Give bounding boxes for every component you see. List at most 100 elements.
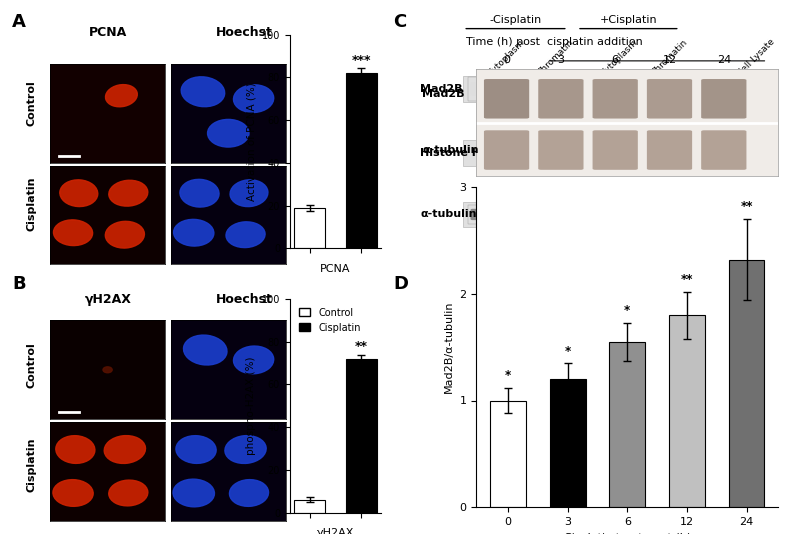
Text: 6: 6: [611, 55, 619, 65]
Bar: [294, 208, 325, 248]
Text: Time (h) post  cisplatin addition: Time (h) post cisplatin addition: [466, 37, 643, 46]
Bar: [346, 73, 377, 248]
FancyBboxPatch shape: [463, 140, 569, 166]
FancyBboxPatch shape: [468, 205, 503, 224]
Ellipse shape: [109, 180, 148, 206]
FancyBboxPatch shape: [689, 202, 754, 227]
Ellipse shape: [230, 180, 268, 207]
FancyBboxPatch shape: [703, 82, 734, 96]
FancyBboxPatch shape: [521, 145, 551, 161]
Text: ***: ***: [352, 53, 371, 67]
Text: Mad2B: Mad2B: [420, 84, 463, 94]
Text: Chromatin: Chromatin: [536, 37, 576, 77]
Ellipse shape: [233, 85, 274, 113]
FancyBboxPatch shape: [703, 145, 734, 161]
Text: 24: 24: [717, 55, 731, 65]
FancyBboxPatch shape: [631, 138, 667, 168]
FancyBboxPatch shape: [647, 79, 692, 119]
Bar: [490, 400, 526, 507]
FancyBboxPatch shape: [538, 79, 584, 119]
Text: **: **: [355, 340, 368, 354]
Ellipse shape: [56, 436, 95, 464]
Text: α-tubulin: α-tubulin: [422, 145, 479, 154]
FancyBboxPatch shape: [634, 145, 665, 161]
Text: -Cisplatin: -Cisplatin: [489, 15, 542, 25]
X-axis label: γH2AX: γH2AX: [317, 528, 354, 534]
FancyBboxPatch shape: [701, 77, 737, 101]
Text: *: *: [624, 304, 630, 317]
FancyBboxPatch shape: [575, 76, 685, 101]
Bar: [346, 359, 377, 513]
FancyBboxPatch shape: [689, 76, 754, 101]
Text: Mad2B: Mad2B: [422, 89, 464, 99]
Ellipse shape: [60, 180, 98, 207]
FancyBboxPatch shape: [484, 130, 529, 170]
FancyBboxPatch shape: [703, 209, 734, 220]
Y-axis label: phospho-H2AX (%): phospho-H2AX (%): [246, 357, 256, 455]
Text: Chromatin: Chromatin: [649, 37, 689, 77]
Ellipse shape: [229, 480, 268, 506]
Text: 12: 12: [662, 55, 676, 65]
Ellipse shape: [106, 84, 137, 107]
Text: A: A: [12, 13, 25, 31]
Ellipse shape: [233, 346, 274, 374]
Text: Total Cell Lysate: Total Cell Lysate: [719, 37, 777, 96]
FancyBboxPatch shape: [471, 209, 501, 220]
Text: B: B: [12, 274, 25, 293]
FancyBboxPatch shape: [592, 79, 638, 119]
Text: **: **: [740, 200, 753, 214]
FancyBboxPatch shape: [582, 77, 617, 101]
Bar: [729, 260, 765, 507]
Text: Hoechst: Hoechst: [216, 26, 273, 38]
X-axis label: PCNA: PCNA: [320, 264, 351, 273]
FancyBboxPatch shape: [634, 82, 665, 96]
FancyBboxPatch shape: [701, 130, 746, 170]
Text: Control: Control: [27, 81, 37, 126]
Bar: [669, 315, 705, 507]
FancyBboxPatch shape: [592, 130, 638, 170]
Text: Cisplatin: Cisplatin: [27, 438, 37, 492]
Text: Cisplatin: Cisplatin: [27, 176, 37, 231]
Text: γH2AX: γH2AX: [84, 293, 132, 305]
FancyBboxPatch shape: [463, 76, 569, 101]
Ellipse shape: [176, 436, 216, 464]
Ellipse shape: [207, 120, 249, 147]
X-axis label: Cisplatin treatment (h): Cisplatin treatment (h): [564, 532, 691, 534]
Ellipse shape: [180, 179, 219, 207]
Text: 3: 3: [557, 55, 565, 65]
Ellipse shape: [106, 221, 145, 248]
FancyBboxPatch shape: [463, 202, 569, 227]
Y-axis label: Activation of PCNA (%): Activation of PCNA (%): [246, 82, 256, 201]
FancyBboxPatch shape: [647, 130, 692, 170]
FancyBboxPatch shape: [689, 140, 754, 166]
Text: α-tubulin: α-tubulin: [420, 209, 477, 219]
Ellipse shape: [174, 219, 214, 246]
Text: 0: 0: [503, 55, 510, 65]
Ellipse shape: [109, 480, 148, 506]
Legend: Control, Cisplatin: Control, Cisplatin: [295, 304, 364, 336]
Ellipse shape: [226, 222, 265, 248]
Text: *: *: [505, 369, 511, 382]
FancyBboxPatch shape: [584, 82, 615, 96]
FancyBboxPatch shape: [701, 138, 737, 168]
Ellipse shape: [181, 77, 225, 107]
Ellipse shape: [104, 436, 145, 464]
Text: C: C: [393, 13, 407, 31]
Text: Cytoplasm: Cytoplasm: [599, 37, 640, 78]
FancyBboxPatch shape: [518, 138, 553, 168]
Ellipse shape: [183, 335, 227, 365]
FancyBboxPatch shape: [701, 79, 746, 119]
Text: +Cisplatin: +Cisplatin: [599, 15, 657, 25]
FancyBboxPatch shape: [701, 205, 737, 224]
FancyBboxPatch shape: [468, 77, 503, 101]
Bar: [609, 342, 646, 507]
Ellipse shape: [53, 220, 93, 246]
Bar: [549, 379, 585, 507]
Text: D: D: [393, 274, 408, 293]
Ellipse shape: [103, 367, 112, 373]
FancyBboxPatch shape: [584, 209, 615, 220]
FancyBboxPatch shape: [631, 77, 667, 101]
Text: PCNA: PCNA: [89, 26, 127, 38]
FancyBboxPatch shape: [582, 205, 617, 224]
FancyBboxPatch shape: [575, 140, 685, 166]
